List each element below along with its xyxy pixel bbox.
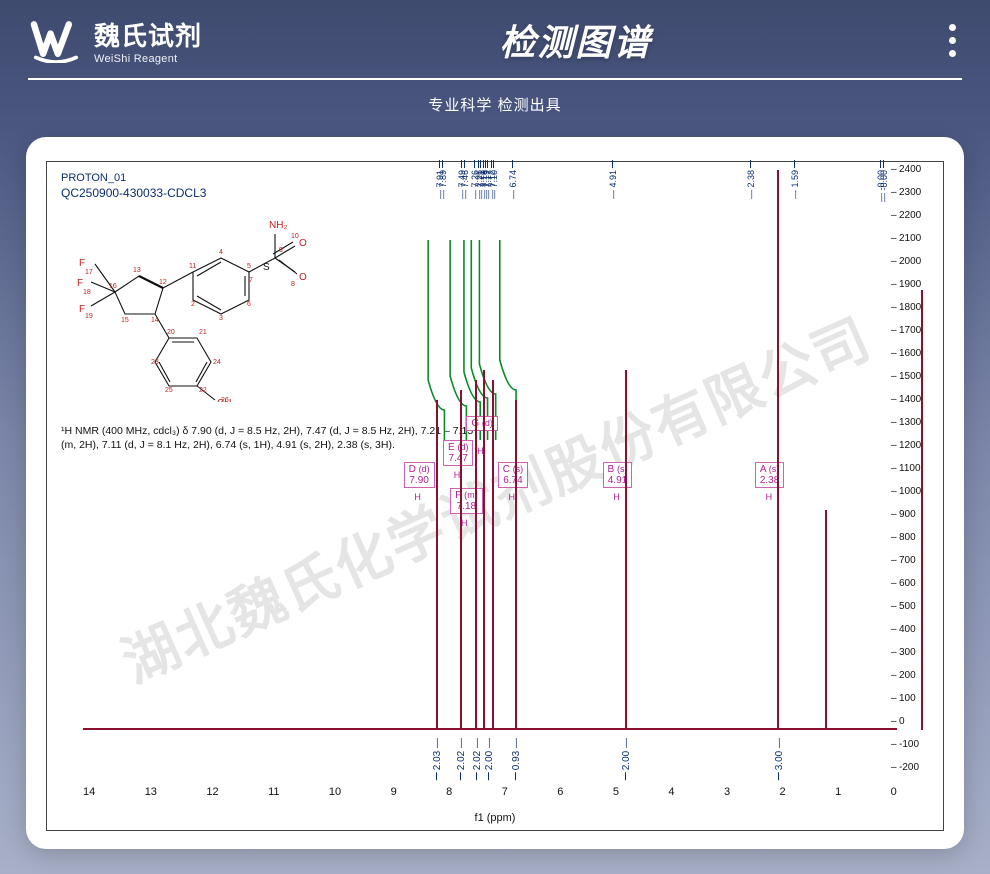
svg-text:10: 10 <box>291 233 299 240</box>
x-tick: 9 <box>391 786 397 804</box>
peak-range-marker: H <box>414 492 421 502</box>
peak <box>475 380 477 730</box>
x-tick: 14 <box>83 786 95 804</box>
logo-text-cn: 魏氏试剂 <box>94 16 202 53</box>
x-tick: 0 <box>891 786 897 804</box>
x-tick: 2 <box>780 786 786 804</box>
x-tick: 13 <box>145 786 157 804</box>
x-tick: 12 <box>206 786 218 804</box>
baseline <box>83 728 897 730</box>
shift-tick: — 1.59 <box>790 170 800 199</box>
x-tick: 6 <box>557 786 563 804</box>
x-tick: 8 <box>446 786 452 804</box>
header: 魏氏试剂 WeiShi Reagent 检测图谱 <box>0 0 990 74</box>
peak <box>777 170 779 730</box>
logo-mark-icon <box>28 17 84 63</box>
shift-tick: — 7.10 <box>489 170 499 199</box>
peak-label-box: C (s)6.74 <box>498 462 529 488</box>
shift-tick: — 2.38 <box>746 170 756 199</box>
peak <box>921 290 923 730</box>
logo-text-en: WeiShi Reagent <box>94 53 202 65</box>
shift-tick: — 4.91 <box>608 170 618 199</box>
peak <box>483 370 485 730</box>
page-title: 检测图谱 <box>202 14 949 66</box>
shift-tick: — 7.46 <box>460 170 470 199</box>
shift-tick: — 6.74 <box>508 170 518 199</box>
x-tick: 5 <box>613 786 619 804</box>
peak <box>436 400 438 730</box>
x-tick: 4 <box>668 786 674 804</box>
menu-dots-icon[interactable] <box>949 24 962 57</box>
header-rule <box>28 78 962 80</box>
peak-range-marker: H <box>613 492 620 502</box>
x-tick: 7 <box>502 786 508 804</box>
y-axis-right: 2400230022002100200019001800170016001500… <box>899 170 939 768</box>
chemical-shifts: — 7.91— 7.89— 7.49— 7.46— 7.26— 7.26— 7.… <box>83 170 897 230</box>
peak-label-box: E (d)7.47 <box>443 440 473 466</box>
x-tick: 11 <box>268 786 279 804</box>
peak-range-marker: H <box>766 492 773 502</box>
spectrum-card: 湖北魏氏化学试剂股份有限公司 PROTON_01 QC250900-430033… <box>26 137 964 849</box>
integral-value: 2.02 — <box>456 738 467 770</box>
peak <box>515 400 517 730</box>
spectrum-frame: 湖北魏氏化学试剂股份有限公司 PROTON_01 QC250900-430033… <box>46 161 944 831</box>
integral-value: 2.00 — <box>621 738 632 770</box>
x-tick: 3 <box>724 786 730 804</box>
integral-value: 2.02 — <box>472 738 483 770</box>
peak <box>460 390 462 730</box>
integral-value: 2.00 — <box>484 738 495 770</box>
shift-tick: — -0.00 <box>879 170 889 202</box>
shift-tick: — 7.89 <box>438 170 448 199</box>
peak <box>825 510 827 730</box>
peak-label-box: D (d)7.90 <box>404 462 435 488</box>
peak-label-box: B (s)4.91 <box>603 462 633 488</box>
logo: 魏氏试剂 WeiShi Reagent <box>28 16 202 65</box>
x-axis: 14131211109876543210 <box>83 786 897 804</box>
integral-value: 0.93 — <box>511 738 522 770</box>
peak <box>625 370 627 730</box>
peak-label-box: F (m)7.18 <box>450 488 482 514</box>
x-tick: 1 <box>835 786 841 804</box>
integral-curves <box>83 240 897 440</box>
peak-label-box: A (s)2.38 <box>755 462 784 488</box>
subtitle: 专业科学 检测出具 <box>0 94 990 115</box>
integral-value: 2.03 — <box>432 738 443 770</box>
peak <box>492 380 494 730</box>
x-axis-label: f1 (ppm) <box>47 812 943 824</box>
x-tick: 10 <box>329 786 341 804</box>
integral-value: 3.00 — <box>774 738 785 770</box>
